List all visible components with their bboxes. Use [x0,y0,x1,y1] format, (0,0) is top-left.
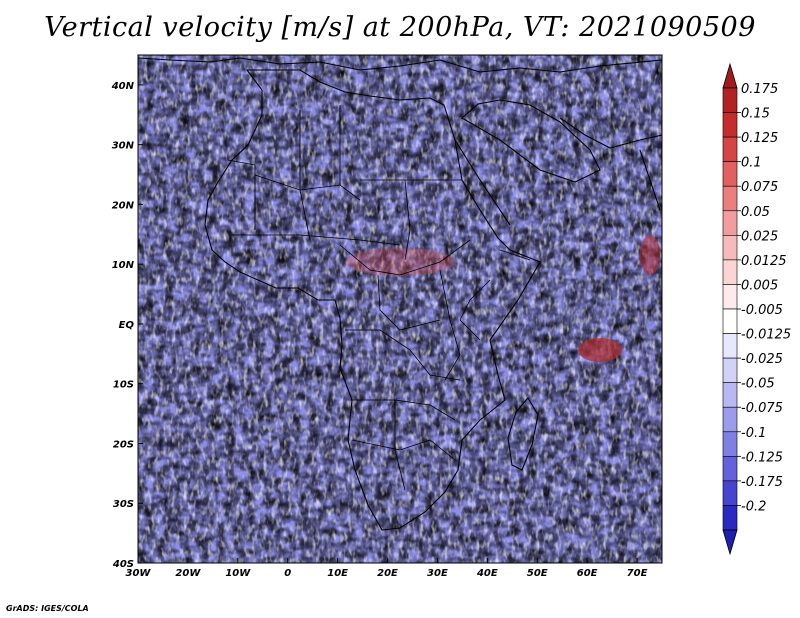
lat-tick-label: 20S [113,439,134,450]
colorbar-label: 0.05 [741,205,770,220]
colorbar-swatch [722,431,738,457]
colorbar-bottom-extension [722,529,738,556]
colorbar-label: -0.0125 [741,328,791,343]
lon-tick-label: 10W [225,568,251,579]
colorbar-label: 0.1 [741,156,762,171]
colorbar-swatch [722,308,738,334]
colorbar-label: -0.075 [741,401,783,416]
lon-tick-label: 70E [627,568,648,579]
colorbar-label: 0.075 [741,180,778,195]
lat-tick-label: 30S [113,499,134,510]
colorbar-swatch [722,505,738,531]
lat-tick-label: 20N [112,200,135,211]
colorbar-label: -0.1 [741,426,766,441]
colorbar-label: 0.125 [741,131,778,146]
colorbar-label: -0.025 [741,352,783,367]
colorbar-swatch [722,456,738,482]
colorbar-label: -0.175 [741,475,783,490]
arabian-peninsula [461,99,601,183]
persian-gulf [559,117,662,149]
lon-tick-label: 60E [577,568,598,579]
lon-tick-label: 20W [175,568,201,579]
colorbar-swatch [722,235,738,261]
lon-tick-label: 10E [327,568,348,579]
colorbar-label: -0.2 [741,499,766,514]
grads-credit: GrADS: IGES/COLA [6,604,89,613]
colorbar-swatch [722,259,738,285]
field-zero-speckle [138,55,662,563]
lon-tick-label: 0 [284,568,291,579]
colorbar-swatch [722,357,738,383]
country-borders [227,105,531,491]
colorbar-swatch [722,185,738,212]
colorbar-swatch [722,333,738,359]
colorbar-swatch [722,87,738,113]
colorbar-label: -0.125 [741,450,783,465]
field-strong-upward-indian-ocean [578,338,622,362]
latitude-axis: 40N 30N 20N 10N EQ 10S 20S 30S 40S [111,81,143,570]
colorbar-label: -0.005 [741,303,783,318]
lat-tick-label: 30N [112,141,135,152]
colorbar-label: 0.025 [741,229,778,244]
colorbar-label: 0.175 [741,82,778,97]
colorbar-swatch [722,284,738,310]
plot-frame [137,54,663,564]
colorbar-swatch [722,161,738,187]
lat-tick-label: 40N [111,81,135,92]
colorbar-label: -0.05 [741,377,775,392]
india-coast [639,149,661,211]
map-title: Vertical velocity [m/s] at 200hPa, VT: 2… [44,12,756,43]
lat-tick-label: 40S [112,559,134,570]
colorbar-top-extension [722,62,738,89]
red-sea [454,139,511,226]
lon-tick-label: 20E [377,568,398,579]
europe-coast [138,57,662,73]
colorbar-swatch [722,480,738,506]
lat-tick-label: EQ [119,320,135,331]
lon-tick-label: 50E [527,568,548,579]
lat-tick-label: 10N [112,260,135,271]
colorbar-label: 0.15 [741,107,770,122]
coastlines [138,57,662,531]
colorbar-swatch [722,136,738,162]
lon-tick-label: 40E [476,568,498,579]
colorbar-swatch [722,382,738,408]
colorbar-swatch [722,112,738,138]
longitude-axis: 30W 20W 10W 0 10E 20E 30E 40E 50E 60E 70E [126,558,648,579]
madagascar [507,397,539,471]
colorbar-label: 0.005 [741,278,778,293]
lat-tick-label: 10S [113,380,134,391]
field-layer [138,55,662,563]
colorbar-swatch [722,210,738,236]
colorbar: 0.175 0.15 0.125 0.1 0.075 0.05 0.025 0.0125 0.0… [722,62,791,556]
lon-tick-label: 30W [126,568,152,579]
colorbar-label: 0.0125 [741,254,787,269]
colorbar-swatch [722,406,738,433]
field-strong-upward-arabian-sea [640,235,660,275]
lon-tick-label: 30E [427,568,448,579]
field-strong-upward-sahel [345,248,455,276]
